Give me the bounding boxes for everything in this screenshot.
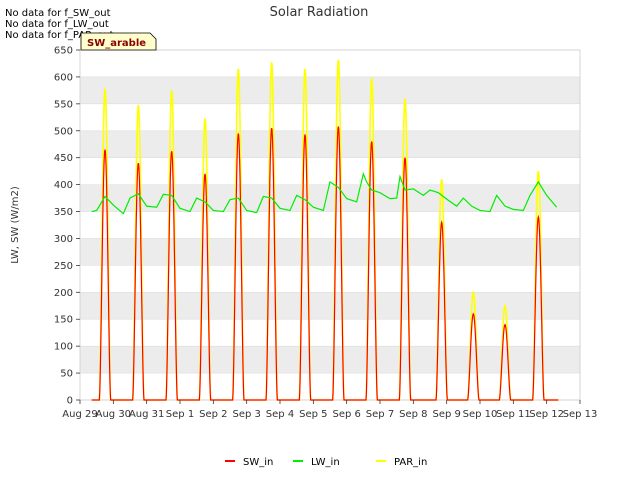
x-tick-label: Sep 10 — [463, 409, 498, 420]
y-axis-label: LW, SW (W/m2) — [10, 186, 21, 264]
x-tick-label: Sep 3 — [232, 409, 260, 420]
background-bands — [80, 76, 580, 374]
x-tick-label: Sep 5 — [299, 409, 327, 420]
background-band — [80, 292, 580, 320]
series-line-lw-in — [91, 171, 558, 215]
x-tick-label: Sep 1 — [166, 409, 194, 420]
x-tick-label: Sep 2 — [199, 409, 227, 420]
series-line-sw-in — [91, 126, 559, 401]
y-tick-label: 100 — [54, 342, 73, 353]
x-tick-label: Sep 6 — [332, 409, 360, 420]
y-tick-label: 150 — [54, 315, 73, 326]
legend: SW_in LW_in PAR_in — [225, 457, 427, 468]
badge-label: SW_arable — [87, 38, 146, 49]
x-tick-label: Aug 29 — [62, 409, 97, 420]
y-tick-label: 550 — [54, 99, 73, 110]
legend-label-par-in: PAR_in — [394, 457, 427, 468]
no-data-message-par-out: No data for f_PAR_out — [5, 30, 114, 41]
x-tick-label: Sep 4 — [266, 409, 294, 420]
series-layer — [91, 59, 559, 401]
x-tick-label: Aug 31 — [129, 409, 164, 420]
x-tick-label: Sep 7 — [366, 409, 394, 420]
badge-background — [80, 32, 157, 51]
no-data-message-lw-out: No data for f_LW_out — [5, 19, 109, 30]
y-tick-label: 400 — [54, 180, 73, 191]
no-data-message-sw-out: No data for f_SW_out — [5, 8, 111, 19]
x-tick-label: Aug 30 — [96, 409, 131, 420]
x-tick-label: Sep 11 — [496, 409, 531, 420]
x-tick-label: Sep 12 — [529, 409, 564, 420]
y-tick-label: 200 — [54, 288, 73, 299]
y-tick-label: 500 — [54, 126, 73, 137]
background-band — [80, 238, 580, 266]
y-tick-label: 300 — [54, 234, 73, 245]
y-axis-ticks: 0 50 100 150 200 250 300 350 400 450 500 550 600 650 — [54, 46, 80, 407]
y-tick-label: 0 — [67, 396, 73, 407]
background-band — [80, 184, 580, 212]
y-tick-label: 50 — [60, 369, 73, 380]
background-band — [80, 346, 580, 374]
gridlines — [80, 49, 580, 401]
x-tick-label: Sep 9 — [432, 409, 460, 420]
y-tick-label: 650 — [54, 46, 73, 57]
background-band — [80, 130, 580, 158]
background-band — [80, 76, 580, 104]
x-tick-label: Sep 8 — [399, 409, 427, 420]
y-tick-label: 250 — [54, 261, 73, 272]
y-tick-label: 350 — [54, 207, 73, 218]
legend-label-sw-in: SW_in — [243, 457, 273, 468]
y-tick-label: 600 — [54, 72, 73, 83]
x-tick-label: Sep 13 — [563, 409, 598, 420]
y-tick-label: 450 — [54, 153, 73, 164]
chart-title: Solar Radiation — [270, 5, 369, 20]
badge-sw-arable: SW_arable — [80, 32, 157, 51]
legend-label-lw-in: LW_in — [311, 457, 340, 468]
